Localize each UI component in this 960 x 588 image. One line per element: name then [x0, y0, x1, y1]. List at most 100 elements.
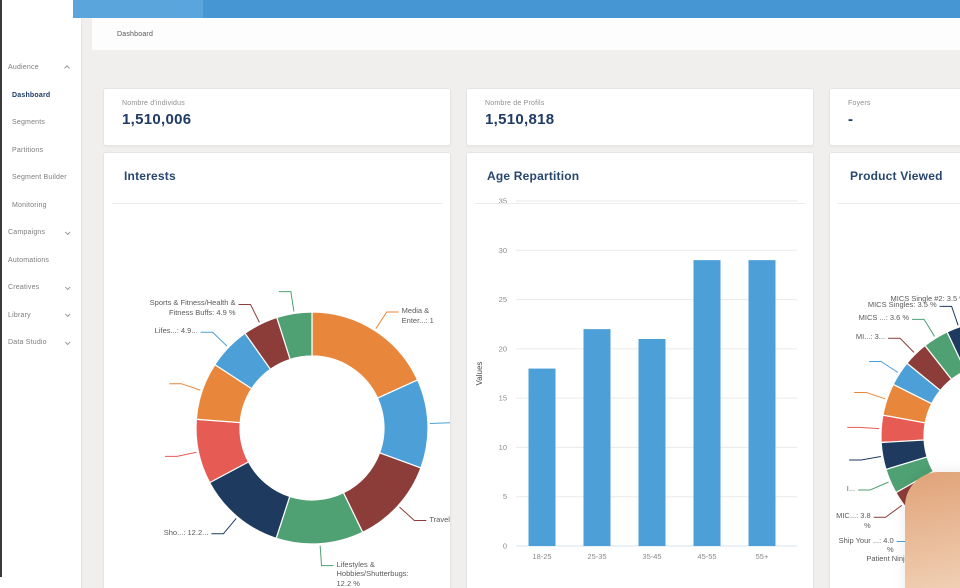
donut-callout-label: Lifes...: 4.9... — [154, 326, 198, 336]
bar-25-35[interactable] — [583, 329, 611, 546]
window-edge — [0, 0, 2, 577]
sidebar-item-segments[interactable]: Segments — [0, 109, 80, 137]
y-tick-label: 35 — [499, 197, 507, 206]
stat-value: - — [848, 111, 854, 128]
y-tick-label: 5 — [503, 492, 507, 501]
bar-35-45[interactable] — [638, 339, 666, 546]
chart-title: Interests — [124, 169, 176, 183]
donut-segment-green[interactable] — [276, 311, 313, 361]
sidebar-item-audience[interactable]: Audience — [0, 54, 80, 82]
stat-label: Nombre de Profils — [485, 100, 545, 107]
y-tick-label: 20 — [499, 344, 507, 353]
callout-leader-line — [375, 311, 399, 330]
interests-chart-area: Media & Enter...: 1 Travel/Tra...: Lifesty… — [104, 153, 450, 588]
y-tick-label: 30 — [499, 246, 507, 255]
x-tick-label: 35-45 — [642, 552, 661, 561]
y-tick-label: 25 — [499, 295, 507, 304]
x-tick-label: 25-35 — [587, 552, 606, 561]
stat-label: Foyers — [848, 100, 871, 107]
age-repartition-bar-chart[interactable]: 0 5 10 15 20 25 30 35 18-25 25-35 35-45 45-55 55+ Val… — [467, 153, 813, 588]
sidebar-nav: Audience Dashboard Segments Partitions Segme… — [0, 54, 80, 357]
stat-card-foyers: Foyers - — [829, 88, 960, 146]
chevron-up-icon — [64, 64, 70, 71]
callout-leader-line — [888, 337, 915, 353]
donut-callout-label: MICS Single #2: 3.5 % — [890, 293, 960, 303]
age-repartition-chart-area: 0 5 10 15 20 25 30 35 18-25 25-35 35-45 45-55 55+ Val… — [467, 153, 813, 588]
chart-title: Age Repartition — [487, 169, 580, 183]
y-tick-label: 0 — [503, 542, 507, 551]
sidebar-item-label: Creatives — [8, 284, 40, 292]
donut-callout-label: Patient Ninja: 4... — [866, 554, 924, 564]
callout-leader-line — [873, 504, 903, 518]
callout-leader-line — [238, 303, 260, 323]
chevron-down-icon — [64, 284, 71, 290]
sidebar-item-library[interactable]: Library — [0, 302, 80, 330]
corner-overlay — [905, 472, 960, 588]
callout-leader-line — [858, 481, 889, 491]
sidebar-item-label: Dashboard — [12, 91, 51, 99]
sidebar-item-campaigns[interactable]: Campaigns — [0, 219, 80, 247]
divider — [838, 203, 960, 204]
sidebar-gutter — [83, 51, 92, 588]
donut-callout-label: Travel/Tra...: — [429, 514, 451, 524]
bar-55+[interactable] — [748, 260, 776, 546]
sidebar-item-dashboard[interactable]: Dashboard — [0, 82, 80, 110]
sidebar-item-automations[interactable]: Automations — [0, 247, 80, 275]
donut-callout-label: Sho...: 12.2... — [163, 527, 209, 537]
chevron-down-icon — [64, 229, 71, 235]
callout-leader-line — [847, 426, 880, 430]
sidebar-item-label: Segment Builder — [12, 174, 67, 182]
donut-callout-label: Sports & Fitness/Health & Fitness Buffs:… — [149, 298, 236, 318]
sidebar-item-label: Library — [8, 311, 31, 319]
sidebar-item-label: Data Studio — [8, 339, 47, 347]
top-nav-active-segment[interactable] — [73, 0, 203, 18]
stat-card-profils: Nombre de Profils 1,510,818 — [466, 88, 814, 146]
y-tick-label: 15 — [499, 394, 507, 403]
sidebar-item-monitoring[interactable]: Monitoring — [0, 192, 80, 220]
donut-callout-label: MIC...: 3.8 % — [836, 511, 871, 530]
callout-leader-line — [939, 305, 959, 326]
donut-callout-label: MICS Singles: 3.5 % — [867, 300, 937, 310]
age-repartition-card: Age Repartition 0 5 10 15 20 25 30 35 18-25 25-35… — [466, 152, 814, 588]
sidebar-item-label: Partitions — [12, 146, 44, 154]
callout-leader-line — [912, 318, 935, 337]
sidebar: Audience Dashboard Segments Partitions Segme… — [0, 0, 82, 588]
top-nav-bar — [73, 0, 960, 18]
interests-donut-chart[interactable] — [104, 153, 450, 588]
sidebar-item-data-studio[interactable]: Data Studio — [0, 329, 80, 357]
donut-callout-label: Lifestyles & Hobbies/Shutterbugs: 12.2 % — [336, 559, 409, 588]
callout-leader-line — [869, 361, 899, 373]
callout-leader-line — [399, 506, 427, 522]
bar-45-55[interactable] — [693, 260, 721, 546]
bar-18-25[interactable] — [528, 368, 556, 546]
sidebar-item-label: Segments — [12, 119, 46, 127]
divider — [112, 203, 442, 204]
divider — [475, 203, 805, 204]
callout-leader-line — [854, 391, 886, 400]
stat-card-individus: Nombre d'individus 1,510,006 — [103, 88, 451, 146]
breadcrumb: Dashboard — [117, 30, 154, 38]
y-axis-label: Values — [475, 362, 484, 386]
sidebar-item-label: Campaigns — [8, 229, 46, 237]
callout-leader-line — [200, 331, 228, 347]
callout-leader-line — [429, 422, 450, 425]
donut-callout-label: I... — [846, 484, 856, 493]
donut-callout-label: Media & Enter...: 1 — [401, 305, 434, 325]
sidebar-item-partitions[interactable]: Partitions — [0, 137, 80, 165]
interests-card: Interests Media & Enter...: 1 Travel/Tra.… — [103, 152, 451, 588]
breadcrumb-bar: Dashboard — [92, 18, 960, 51]
sidebar-item-label: Audience — [8, 64, 39, 72]
chevron-down-icon — [64, 339, 71, 345]
x-tick-label: 18-25 — [532, 552, 551, 561]
stat-value: 1,510,818 — [485, 111, 555, 128]
y-tick-label: 10 — [499, 443, 507, 452]
callout-leader-line — [849, 455, 881, 461]
callout-leader-line — [319, 545, 334, 567]
sidebar-item-segment-builder[interactable]: Segment Builder — [0, 164, 80, 192]
callout-leader-line — [211, 518, 237, 535]
chart-title: Product Viewed — [850, 169, 943, 183]
callout-leader-line — [169, 383, 201, 391]
chevron-down-icon — [64, 311, 71, 318]
sidebar-item-creatives[interactable]: Creatives — [0, 274, 80, 302]
